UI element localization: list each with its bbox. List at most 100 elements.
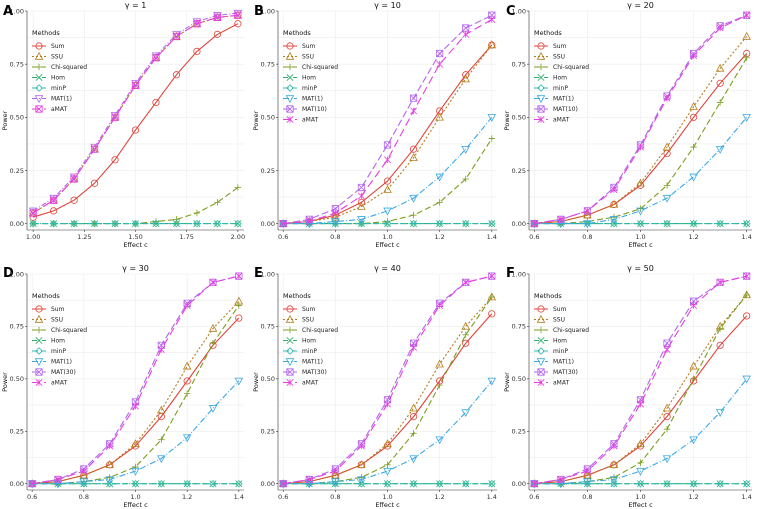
legend-key-marker	[35, 347, 43, 355]
data-point	[636, 219, 645, 228]
series-line	[534, 315, 748, 485]
x-tick-label: 0.6	[529, 493, 539, 501]
legend: Methods Sum SSU Chi-squared Hom minP MAT(1) MAT…	[534, 29, 589, 124]
data-point	[583, 467, 591, 475]
data-point	[383, 207, 392, 216]
legend-title: Methods	[32, 292, 60, 300]
x-tick-label: 1.2	[688, 493, 698, 501]
series-line	[534, 36, 748, 225]
data-point	[235, 314, 243, 322]
data-point	[636, 178, 645, 187]
legend-label: MAT(30)	[302, 369, 327, 376]
x-tick-label: 1.4	[742, 493, 752, 501]
legend-label: minP	[51, 85, 66, 92]
legend-key-marker	[537, 379, 545, 386]
data-point	[663, 425, 671, 433]
data-point	[436, 381, 443, 389]
data-point	[716, 219, 724, 228]
data-point	[383, 467, 392, 476]
data-point	[742, 479, 751, 488]
data-point	[462, 278, 470, 286]
x-axis-title: Effect c	[123, 501, 148, 509]
x-tick-label: 1.2	[434, 233, 444, 241]
series-line	[283, 313, 493, 485]
series-line	[283, 44, 493, 225]
data-point	[105, 476, 114, 485]
data-point	[716, 325, 724, 332]
series-line	[534, 116, 748, 225]
data-point	[235, 480, 243, 488]
series-group	[530, 11, 751, 229]
x-tick-label: 1.2	[434, 493, 444, 501]
legend-key-marker	[286, 116, 294, 123]
data-point	[636, 439, 645, 448]
x-tick-label: 1.4	[487, 233, 497, 241]
series-line	[283, 116, 493, 225]
y-tick-label: 0.00	[10, 220, 24, 228]
data-point	[716, 479, 724, 488]
data-point	[488, 219, 496, 228]
legend-key-marker	[286, 326, 294, 334]
data-point	[157, 405, 166, 414]
data-point	[409, 219, 418, 228]
series-group	[27, 272, 244, 489]
data-point	[663, 413, 671, 421]
data-point	[209, 278, 217, 286]
data-point	[70, 196, 78, 204]
legend-label: MAT(1)	[553, 359, 574, 366]
legend-label: Chi-squared	[553, 327, 589, 334]
legend-label: aMAT	[51, 106, 67, 113]
data-point	[105, 479, 114, 488]
legend-label: SSU	[51, 54, 63, 61]
legend-label: Sum	[51, 306, 65, 313]
data-point	[173, 216, 180, 223]
legend-key-marker	[35, 63, 43, 71]
data-point	[357, 192, 365, 200]
series-line	[283, 296, 493, 485]
data-point	[234, 20, 242, 28]
legend-label: MAT(30)	[51, 369, 76, 376]
data-point	[743, 54, 750, 61]
legend-label: minP	[553, 85, 568, 92]
data-point	[235, 272, 243, 280]
data-point	[690, 375, 697, 383]
data-point	[689, 113, 698, 121]
legend-key-marker	[35, 74, 43, 81]
legend-title: Methods	[534, 29, 562, 37]
x-tick-label: 1.0	[635, 233, 645, 241]
data-point	[583, 479, 592, 488]
data-point	[357, 460, 366, 469]
data-point	[29, 219, 37, 228]
legend-key-marker	[285, 358, 295, 367]
data-point	[209, 479, 217, 488]
legend-label: aMAT	[553, 117, 569, 124]
y-tick-label: 1.00	[10, 7, 24, 15]
panel-title: γ = 40	[374, 264, 401, 273]
data-point	[610, 219, 618, 228]
data-point	[662, 403, 672, 412]
data-point	[157, 479, 166, 488]
data-point	[208, 323, 218, 332]
x-tick-label: 1.75	[179, 233, 193, 241]
data-point	[583, 470, 592, 479]
legend-key-marker	[35, 379, 43, 386]
data-point	[235, 302, 243, 309]
data-point	[213, 219, 222, 228]
x-tick-label: 1.25	[77, 233, 91, 241]
x-axis-title: Effect c	[123, 241, 148, 249]
x-tick-label: 2.00	[231, 233, 245, 241]
data-point	[80, 479, 88, 488]
legend-key-marker	[286, 63, 294, 71]
series-line	[534, 378, 748, 485]
data-point	[663, 219, 671, 228]
data-point	[111, 156, 119, 164]
data-point	[436, 60, 444, 68]
data-point	[488, 135, 495, 142]
legend-key-marker	[537, 63, 545, 71]
legend-label: SSU	[553, 54, 565, 61]
data-point	[488, 479, 496, 488]
legend-label: Hom	[553, 75, 567, 82]
data-point	[383, 184, 392, 193]
legend: Methods Sum SSU Chi-squared Hom minP MAT(1) aMA…	[32, 29, 87, 113]
data-point	[583, 478, 592, 487]
